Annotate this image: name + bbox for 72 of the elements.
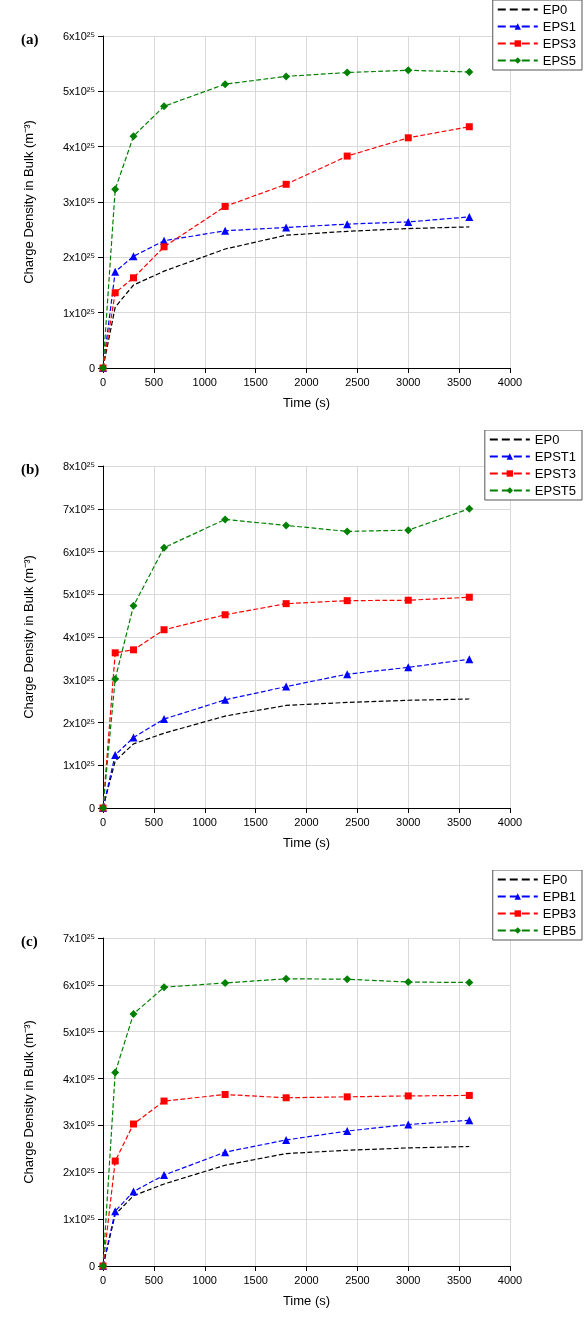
x-tick-label: 0: [99, 815, 107, 828]
x-tick-label: 1000: [192, 815, 217, 828]
x-tick-label: 1500: [243, 815, 268, 828]
x-tick-label: 2500: [345, 815, 370, 828]
x-axis-title: Time (s): [282, 395, 331, 410]
x-tick-label: 2500: [345, 375, 370, 388]
legend-label: EPST1: [534, 449, 576, 464]
legend-label: EPS3: [542, 36, 577, 51]
y-axis-title: Charge Density in Bulk (m⁻³): [21, 555, 36, 719]
x-tick-label: 2000: [294, 375, 319, 388]
x-tick-label: 4000: [497, 1273, 523, 1286]
x-axis-title: Time (s): [282, 1293, 331, 1308]
chart-title: (c): [21, 932, 38, 950]
x-tick-label: 4000: [497, 375, 523, 388]
legend-label: EPS5: [542, 53, 577, 68]
y-tick-label: 1x10²⁵: [62, 759, 95, 772]
y-tick-label: 2x10²⁵: [62, 716, 95, 729]
y-tick-label: 3x10²⁵: [62, 673, 95, 686]
x-tick-label: 3500: [446, 815, 472, 828]
x-tick-label: 0: [99, 375, 107, 388]
x-tick-label: 3500: [446, 375, 472, 388]
x-tick-label: 0: [99, 1273, 107, 1286]
x-tick-label: 3000: [396, 1273, 421, 1286]
x-tick-label: 3000: [396, 815, 421, 828]
x-tick-label: 1000: [192, 375, 217, 388]
x-tick-label: 4000: [497, 815, 523, 828]
x-tick-label: 1500: [243, 375, 268, 388]
y-tick-label: 4x10²⁵: [62, 631, 95, 643]
y-tick-label: 4x10²⁵: [62, 140, 95, 153]
y-tick-label: 3x10²⁵: [62, 196, 95, 208]
x-tick-label: 500: [144, 1273, 164, 1286]
legend-label: EP0: [542, 2, 568, 17]
legend-label: EPB1: [542, 889, 577, 904]
y-tick-label: 1x10²⁵: [62, 306, 95, 319]
y-axis-title: Charge Density in Bulk (m⁻³): [21, 120, 36, 284]
legend-label: EPB5: [542, 923, 577, 938]
y-tick-label: 0: [88, 1260, 95, 1272]
y-tick-label: 0: [88, 362, 95, 374]
x-tick-label: 1000: [192, 1273, 217, 1286]
y-tick-label: 6x10²⁵: [62, 30, 95, 42]
x-tick-label: 2000: [294, 1273, 319, 1286]
legend-label: EP0: [534, 432, 560, 447]
x-tick-label: 1500: [243, 1273, 268, 1286]
x-tick-label: 3000: [396, 375, 421, 388]
y-tick-label: 6x10²⁵: [62, 978, 95, 991]
legend-label: EPST5: [534, 483, 576, 498]
y-tick-label: 6x10²⁵: [62, 545, 95, 558]
x-tick-label: 2500: [345, 1273, 370, 1286]
y-tick-label: 2x10²⁵: [62, 1166, 95, 1179]
y-tick-label: 3x10²⁵: [62, 1119, 95, 1132]
y-tick-label: 0: [88, 802, 95, 814]
legend-label: EP0: [542, 872, 568, 887]
x-tick-label: 500: [144, 375, 164, 388]
x-tick-label: 2000: [294, 815, 319, 828]
chart-title: (a): [21, 30, 39, 48]
x-axis-title: Time (s): [282, 835, 331, 850]
x-tick-label: 3500: [446, 1273, 472, 1286]
y-tick-label: 1x10²⁵: [62, 1213, 95, 1226]
y-tick-label: 4x10²⁵: [62, 1072, 95, 1085]
legend-label: EPB3: [542, 906, 577, 921]
legend-label: EPST3: [534, 466, 576, 481]
y-axis-title: Charge Density in Bulk (m⁻³): [21, 1020, 36, 1184]
y-tick-label: 5x10²⁵: [62, 588, 95, 601]
x-tick-label: 500: [144, 815, 164, 828]
y-tick-label: 7x10²⁵: [62, 932, 95, 944]
y-tick-label: 5x10²⁵: [62, 85, 95, 98]
y-tick-label: 5x10²⁵: [62, 1025, 95, 1038]
legend-label: EPS1: [542, 19, 577, 34]
y-tick-label: 7x10²⁵: [62, 502, 95, 515]
chart-title: (b): [21, 460, 40, 478]
y-tick-label: 8x10²⁵: [62, 460, 95, 472]
y-tick-label: 2x10²⁵: [62, 251, 95, 264]
